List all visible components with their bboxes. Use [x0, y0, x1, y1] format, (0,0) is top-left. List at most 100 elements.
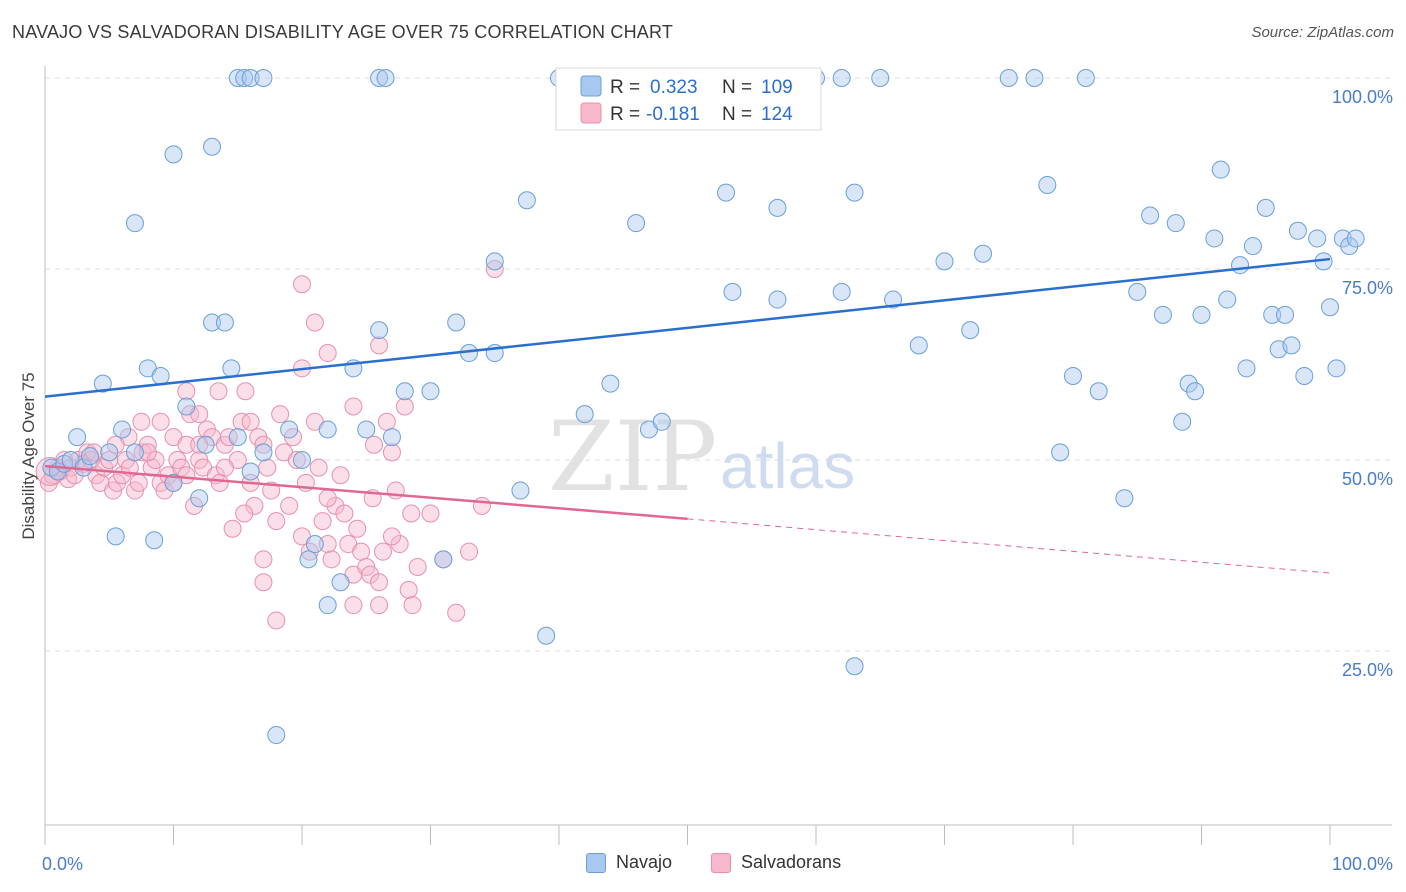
legend-item-salvadorans[interactable]: Salvadorans — [711, 852, 841, 873]
navajo-point — [145, 531, 164, 550]
salvadorans-point — [132, 412, 151, 431]
navajo-point — [1128, 282, 1147, 301]
legend-label-salvadorans: Salvadorans — [741, 852, 842, 872]
salvadorans-point — [280, 496, 299, 515]
salvadorans-point — [313, 512, 332, 531]
navajo-point — [1205, 229, 1224, 248]
navajo-point — [164, 473, 183, 492]
salvadorans-trend-line — [44, 464, 688, 521]
navajo-point — [203, 313, 222, 332]
navajo-point — [318, 596, 337, 615]
salvadorans-point — [399, 580, 418, 599]
salvadorans-point — [421, 504, 440, 523]
salvadorans-point — [267, 512, 286, 531]
navajo-point — [1231, 256, 1250, 275]
navajo-point — [1141, 206, 1160, 225]
y-tick-label: 25.0% — [1342, 660, 1393, 680]
navajo-point — [1025, 69, 1044, 87]
salvadorans-point — [215, 458, 234, 477]
x-tick-labels: 0.0% 100.0% — [42, 854, 1393, 874]
legend-salv-n-label: N = — [722, 104, 752, 125]
navajo-point — [1218, 290, 1237, 309]
navajo-point — [832, 69, 851, 87]
navajo-point — [357, 420, 376, 439]
chart-source: Source: ZipAtlas.com — [1251, 24, 1394, 41]
salvadorans-point — [267, 611, 286, 630]
navajo-point — [267, 726, 286, 745]
chart-title: NAVAJO VS SALVADORAN DISABILITY AGE OVER… — [12, 22, 674, 42]
salvadorans-point — [370, 573, 389, 592]
salvadorans-point — [318, 489, 337, 508]
salvadorans-point — [254, 573, 273, 592]
navajo-point — [1173, 412, 1192, 431]
y-tick-label: 50.0% — [1342, 469, 1393, 489]
salvadorans-point — [390, 535, 409, 554]
salvadorans-point — [402, 504, 421, 523]
navajo-point — [1333, 229, 1352, 248]
legend-item-navajo[interactable]: Navajo — [586, 852, 672, 873]
legend-navajo-r-value: 0.323 — [650, 77, 698, 98]
navajo-trend-line — [44, 257, 1331, 398]
legend-salv-n-value: 124 — [761, 104, 793, 125]
navajo-point — [254, 69, 273, 87]
navajo-point — [299, 550, 318, 569]
navajo-point — [331, 573, 350, 592]
salvadorans-point — [146, 451, 165, 469]
navajo-point — [884, 290, 903, 309]
salvadorans-point — [309, 458, 328, 477]
navajo-point — [537, 626, 556, 645]
navajo-point — [1179, 374, 1198, 393]
navajo-point — [1276, 305, 1295, 324]
salvadorans-point — [364, 435, 383, 454]
navajo-point — [1153, 305, 1172, 324]
navajo-point — [177, 397, 196, 416]
legend-swatch-salvadorans — [580, 102, 602, 124]
navajo-point — [974, 244, 993, 263]
navajo-point — [100, 443, 119, 462]
legend-swatch-navajo — [586, 852, 606, 873]
navajo-point — [1192, 305, 1211, 324]
navajo-point — [370, 321, 389, 340]
navajo-point — [203, 137, 222, 156]
navajo-point — [717, 183, 736, 202]
navajo-point — [241, 462, 260, 481]
navajo-point — [1346, 229, 1365, 248]
salvadorans-point — [322, 550, 341, 569]
legend-swatch-navajo — [580, 75, 602, 97]
salvadorans-point — [344, 596, 363, 615]
watermark: ZIP atlas — [548, 401, 855, 513]
legend-label-navajo: Navajo — [616, 852, 673, 872]
salvadorans-point — [460, 542, 479, 561]
navajo-point — [222, 359, 241, 378]
navajo-point — [1115, 489, 1134, 508]
salvadorans-point — [361, 565, 380, 584]
salvadorans-point — [235, 504, 254, 523]
x-tick-label: 0.0% — [42, 854, 83, 874]
navajo-point — [845, 183, 864, 202]
salvadorans-point — [472, 496, 491, 515]
navajo-point — [1288, 221, 1307, 240]
navajo-point — [909, 336, 928, 355]
salvadorans-point — [395, 397, 414, 416]
navajo-point — [235, 69, 254, 87]
salvadorans-point — [403, 596, 422, 615]
navajo-point — [293, 451, 311, 469]
salvadorans-point — [190, 435, 209, 454]
navajo-point — [1256, 198, 1275, 217]
salvadorans-point — [258, 458, 277, 477]
watermark-zip: ZIP — [548, 401, 717, 513]
navajo-point — [723, 282, 742, 301]
salvadorans-point — [209, 382, 228, 401]
salvadorans-point — [177, 435, 196, 454]
navajo-point — [1186, 382, 1205, 401]
navajo-point — [1089, 382, 1108, 401]
correlation-legend: R = 0.323 N = 109 R = -0.181 N = 124 — [555, 67, 822, 131]
navajo-point — [601, 374, 620, 393]
salvadorans-point — [370, 596, 389, 615]
salvadorans-point — [377, 412, 396, 431]
navajo-point — [845, 657, 864, 676]
navajo-point — [370, 69, 389, 87]
navajo-point — [768, 198, 787, 217]
navajo-point — [1243, 237, 1262, 256]
navajo-point — [485, 252, 504, 271]
